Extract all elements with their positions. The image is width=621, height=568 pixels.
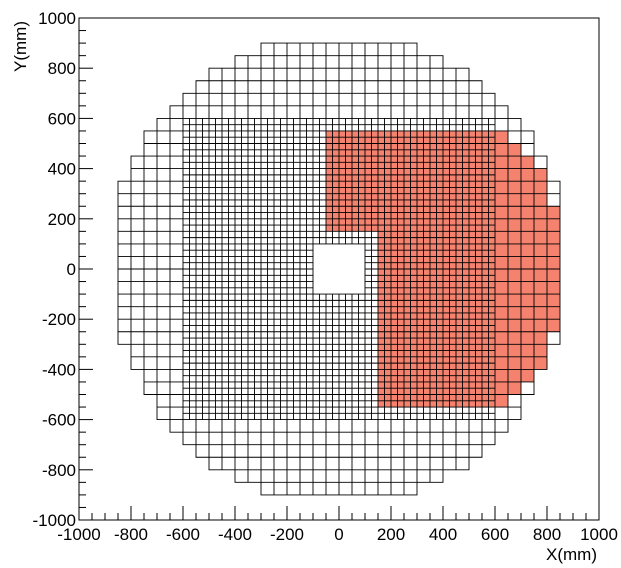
x-tick-label: -200	[270, 525, 304, 544]
x-tick-label: -800	[114, 525, 148, 544]
axis-ticks	[78, 17, 600, 521]
y-tick-label: -600	[42, 411, 76, 430]
y-tick-label: 600	[48, 109, 76, 128]
detector-cells	[117, 42, 561, 496]
x-tick-label: 400	[429, 525, 457, 544]
y-tick-label: 1000	[38, 9, 76, 28]
x-tick-label: -400	[218, 525, 252, 544]
y-tick-label: -1000	[33, 511, 76, 530]
y-tick-label: 200	[48, 210, 76, 229]
y-tick-label: -800	[42, 461, 76, 480]
x-tick-label: 0	[334, 525, 343, 544]
x-tick-label: 800	[533, 525, 561, 544]
x-tick-label: 200	[377, 525, 405, 544]
y-tick-label: 800	[48, 59, 76, 78]
y-tick-label: -400	[42, 360, 76, 379]
x-tick-label: -600	[166, 525, 200, 544]
y-tick-label: 400	[48, 160, 76, 179]
x-tick-label: 1000	[580, 525, 618, 544]
axis-tick-labels: -1000 -800 -600 -400 -200 0 200 400 600 800 1000 -1…	[33, 9, 618, 544]
y-axis-title: Y(mm)	[11, 21, 30, 72]
cell-grid	[117, 42, 561, 496]
x-tick-label: 600	[481, 525, 509, 544]
x-tick-label: -1000	[57, 525, 100, 544]
x-axis-title: X(mm)	[546, 545, 597, 564]
y-tick-label: 0	[67, 260, 76, 279]
y-tick-label: -200	[42, 310, 76, 329]
